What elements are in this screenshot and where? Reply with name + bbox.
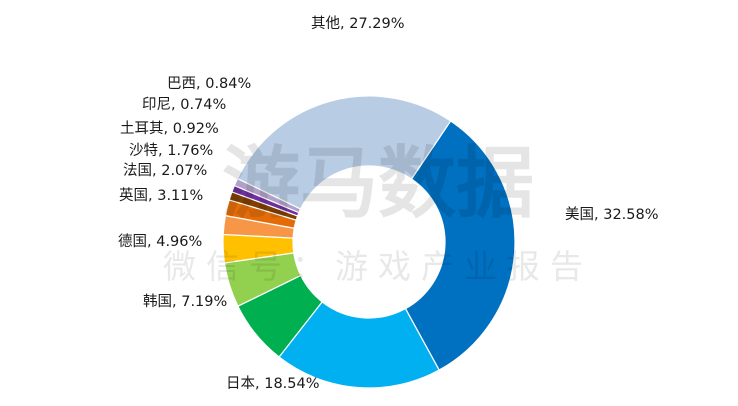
slice-data-label-1: 美国, 32.58% — [565, 206, 659, 223]
slices-layer — [222, 95, 516, 389]
watermark-main-text: 游马数据 — [222, 139, 534, 229]
watermark: 游马数据 微信号：游戏产业报告 — [163, 139, 593, 286]
slice-data-label-7: 沙特, 1.76% — [129, 142, 213, 159]
slice-data-label-9: 印尼, 0.74% — [142, 96, 226, 113]
pie-slice-11 — [236, 95, 452, 210]
slice-data-label-10: 巴西, 0.84% — [167, 76, 251, 92]
slice-data-label-5: 英国, 3.11% — [119, 186, 203, 204]
slice-data-label-11: 其他, 27.29% — [311, 15, 405, 32]
slice-data-label-6: 法国, 2.07% — [123, 162, 207, 179]
slice-data-label-2: 日本, 18.54% — [226, 375, 320, 392]
slice-data-label-3: 韩国, 7.19% — [143, 293, 227, 310]
slice-data-label-4: 德国, 4.96% — [118, 233, 202, 250]
pie-slice-1 — [404, 120, 516, 371]
watermark-sub-text: 微信号：游戏产业报告 — [163, 247, 593, 286]
labels-layer: 美国, 32.58% 日本, 18.54% 韩国, 7.19% 德国, 4.96% 英国… — [118, 15, 659, 392]
slice-data-label-8: 土耳其, 0.92% — [120, 120, 219, 137]
